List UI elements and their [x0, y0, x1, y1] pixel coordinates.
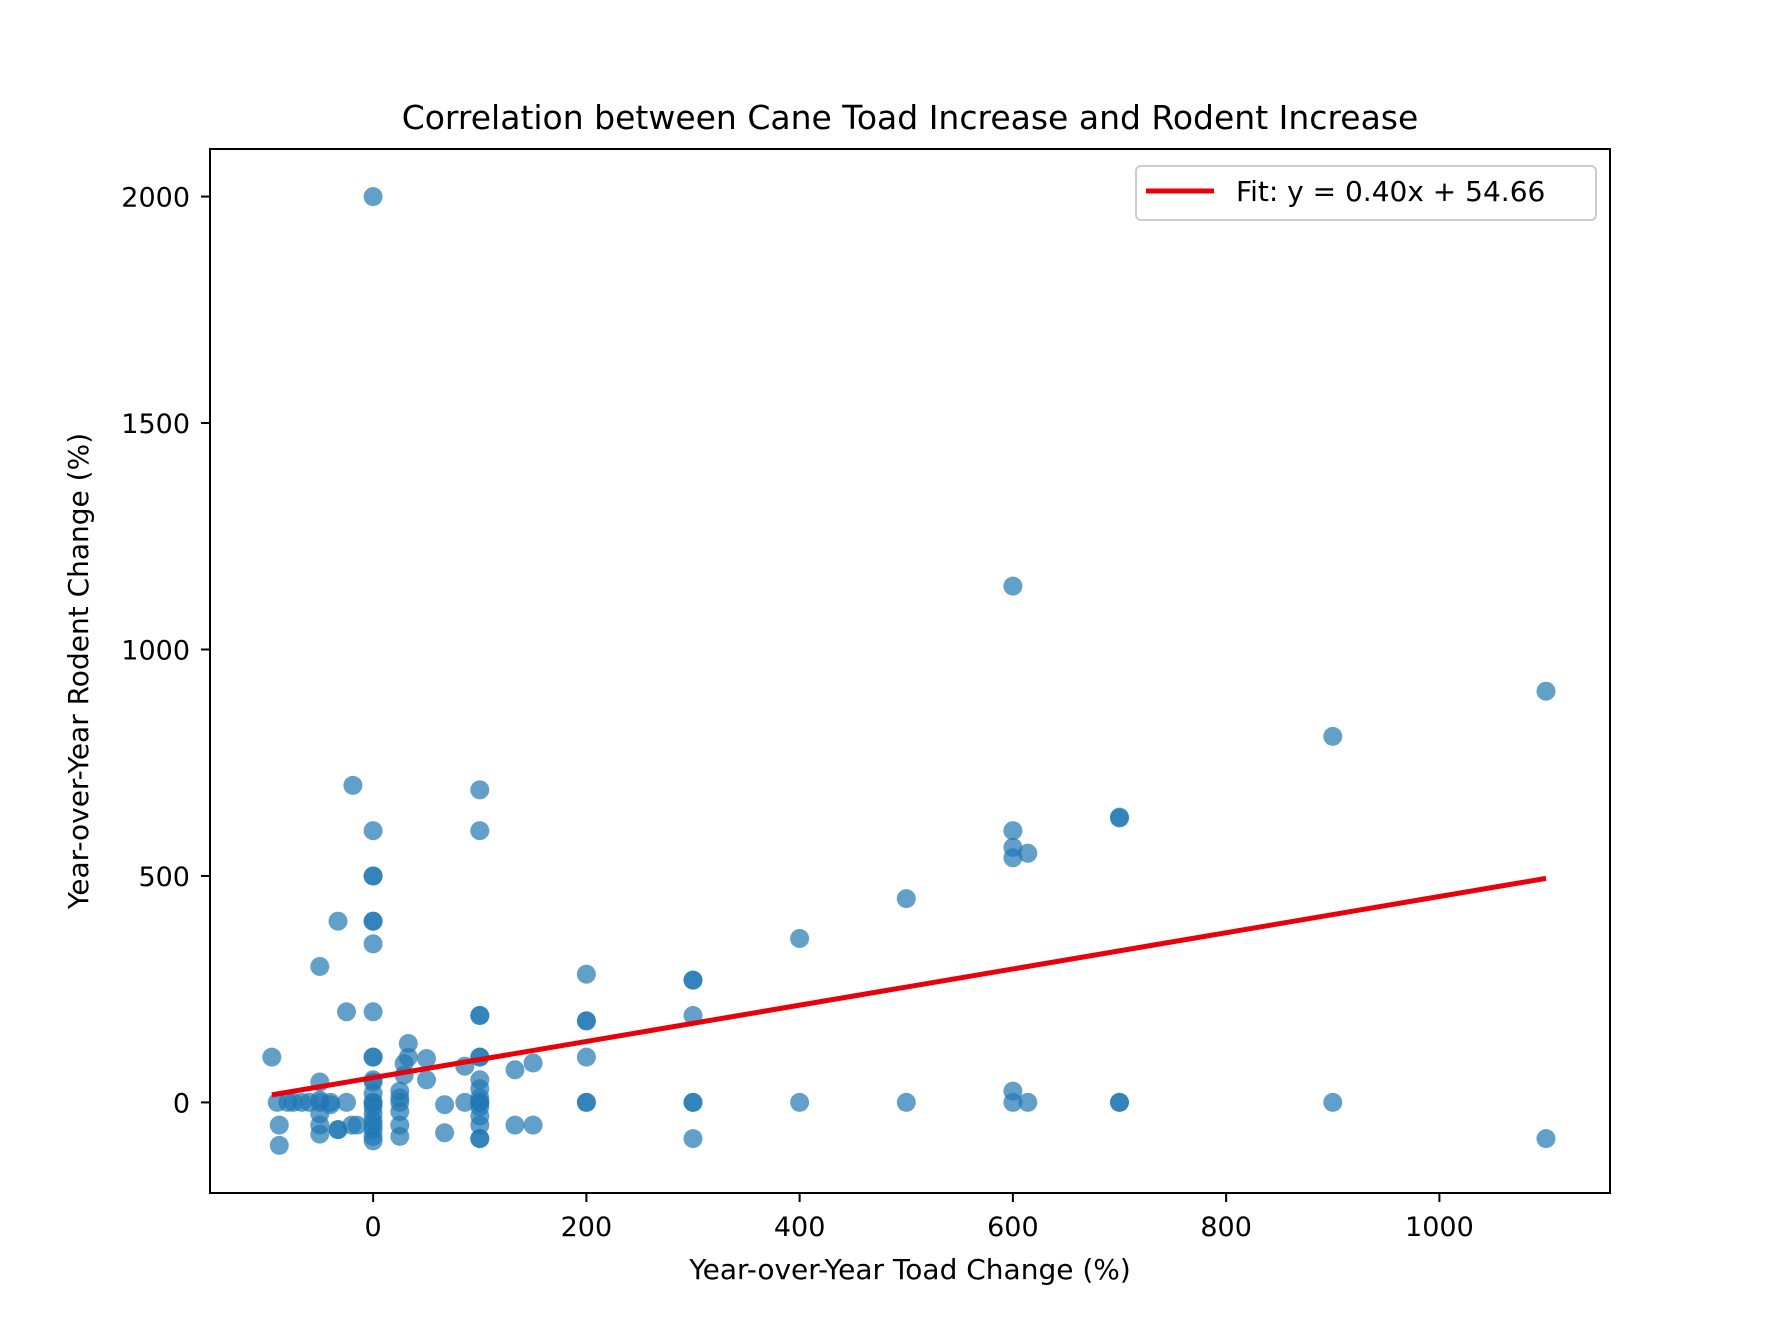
- legend-label-fit: Fit: y = 0.40x + 54.66: [1236, 175, 1545, 208]
- x-tick-label: 800: [1200, 1212, 1252, 1243]
- data-point: [1110, 808, 1129, 828]
- fit-line: [271, 875, 1547, 1098]
- data-point: [363, 187, 383, 207]
- y-tick-label: 1500: [121, 409, 190, 440]
- data-point: [683, 970, 703, 990]
- x-axis-ticks: 0 200 400 600 800 1000: [365, 1193, 1474, 1243]
- data-point: [1536, 681, 1556, 701]
- data-point: [683, 1129, 703, 1149]
- data-point: [523, 1053, 543, 1073]
- data-point: [576, 1011, 596, 1031]
- data-points: [262, 187, 1556, 1155]
- data-point: [1018, 843, 1038, 863]
- data-point: [363, 1047, 383, 1067]
- data-point: [343, 775, 363, 795]
- data-point: [398, 1034, 418, 1053]
- data-point: [1323, 726, 1343, 746]
- x-tick-label: 1000: [1405, 1212, 1474, 1243]
- data-point: [470, 1129, 490, 1149]
- y-tick-label: 0: [173, 1088, 190, 1119]
- data-point: [576, 964, 596, 984]
- data-point: [470, 1006, 490, 1025]
- x-axis-label: Year-over-Year Toad Change (%): [688, 1253, 1131, 1286]
- data-point: [337, 1092, 356, 1112]
- data-point: [1110, 1092, 1129, 1112]
- data-point: [1003, 848, 1023, 868]
- data-point: [896, 1092, 916, 1112]
- data-point: [576, 1047, 596, 1067]
- data-point: [790, 1092, 810, 1112]
- data-point: [1003, 1092, 1023, 1112]
- data-point: [455, 1092, 475, 1112]
- data-point: [262, 1047, 282, 1067]
- data-point: [363, 1131, 383, 1151]
- data-point: [363, 821, 383, 841]
- data-point: [576, 1092, 596, 1112]
- data-point: [363, 1002, 383, 1022]
- data-point: [470, 780, 490, 800]
- data-point: [1536, 1129, 1556, 1149]
- legend: Fit: y = 0.40x + 54.66: [1135, 165, 1597, 221]
- data-point: [1018, 1092, 1038, 1112]
- data-point: [328, 1120, 348, 1140]
- data-point: [435, 1095, 455, 1115]
- data-point: [390, 1102, 410, 1121]
- x-tick-label: 400: [774, 1212, 826, 1243]
- data-point: [269, 1115, 289, 1135]
- legend-box: [1135, 165, 1597, 221]
- chart-title: Correlation between Cane Toad Increase a…: [402, 98, 1419, 137]
- x-tick-label: 600: [987, 1212, 1039, 1243]
- data-point: [417, 1070, 436, 1090]
- y-tick-label: 1000: [121, 635, 190, 666]
- x-tick-label: 200: [561, 1212, 613, 1243]
- data-point: [790, 929, 810, 948]
- data-point: [1003, 576, 1023, 596]
- data-point: [363, 934, 383, 954]
- data-point: [505, 1060, 525, 1080]
- y-axis-ticks: 0 500 1000 1500 2000: [121, 183, 210, 1119]
- data-point: [435, 1123, 455, 1143]
- data-point: [896, 889, 916, 909]
- data-point: [683, 1092, 703, 1112]
- data-point: [347, 1115, 367, 1135]
- data-point: [470, 821, 490, 841]
- data-point: [328, 911, 348, 931]
- data-point: [523, 1115, 543, 1135]
- data-point: [505, 1115, 525, 1135]
- data-point: [390, 1126, 410, 1146]
- y-tick-label: 500: [138, 862, 190, 893]
- data-point: [1323, 1092, 1343, 1112]
- data-point: [310, 957, 330, 976]
- data-point: [269, 1135, 289, 1155]
- plot-frame: [209, 148, 1611, 1194]
- x-tick-label: 0: [365, 1212, 382, 1243]
- data-point: [417, 1049, 436, 1068]
- data-point: [470, 1115, 490, 1135]
- data-point: [337, 1002, 356, 1022]
- data-point: [310, 1124, 330, 1144]
- y-axis-label: Year-over-Year Rodent Change (%): [62, 433, 95, 910]
- data-point: [1003, 821, 1023, 841]
- data-point: [363, 911, 383, 931]
- y-tick-label: 2000: [121, 183, 190, 214]
- data-point: [363, 866, 383, 886]
